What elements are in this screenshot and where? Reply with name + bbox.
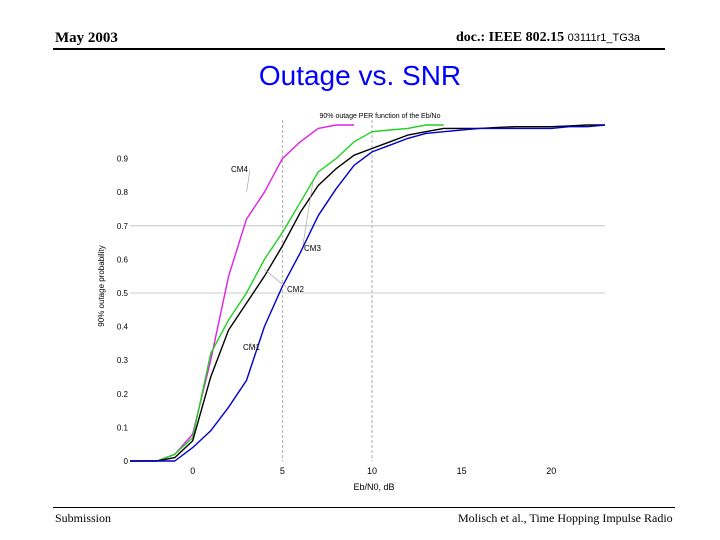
y-tick-label: 0.5 [117,289,129,298]
y-tick-label: 0.2 [117,390,129,399]
y-tick-label: 0.9 [117,155,129,164]
series-line-cm3 [130,124,444,462]
y-tick-label: 0 [124,457,129,466]
y-tick-label: 0.8 [117,188,129,197]
x-tick-label: 15 [457,466,467,476]
leader-cm2 [264,269,287,288]
footer-rule [53,507,675,508]
x-tick-label: 0 [190,466,195,476]
series-labels: CM4 CM3 CM2 CM1 [231,165,321,352]
header-doc-id: doc.: IEEE 802.15 03111r1_TG3a [456,30,640,46]
header-date: May 2003 [55,30,118,46]
y-tick-label: 0.6 [117,255,129,264]
y-tick-label: 0.7 [117,222,129,231]
slide-title: Outage vs. SNR [258,60,462,91]
x-tick-label: 5 [280,466,285,476]
series-lines [130,124,606,462]
x-tick-label: 10 [367,466,377,476]
series-label-cm2: CM2 [287,285,304,294]
series-label-cm3: CM3 [304,244,321,253]
x-tick-label: 20 [546,466,556,476]
grid-lines [130,120,605,461]
footer-authors: Molisch et al., Time Hopping Impulse Rad… [458,511,673,525]
y-tick-label: 0.1 [117,423,129,432]
leader-cm3 [302,182,314,246]
leader-cm1 [249,342,260,351]
series-line-cm2 [130,124,605,462]
series-label-cm1: CM1 [243,343,260,352]
y-tick-label: 0.4 [117,323,129,332]
x-axis-label: Eb/N0, dB [353,482,394,492]
leader-cm4 [246,169,251,193]
series-line-cm1 [130,124,606,462]
header-rule [53,48,665,50]
header-doc-number: 03111r1_TG3a [567,32,640,44]
y-axis-label: 90% outage probability [97,245,106,326]
y-tick-label: 0.3 [117,356,129,365]
series-label-cm4: CM4 [231,165,248,174]
series-label-leaders [246,169,314,351]
header-doc-prefix: doc.: IEEE 802.15 [456,30,568,45]
footer-submission: Submission [55,511,112,525]
x-tick-labels: 0 5 10 15 20 [190,466,556,476]
chart-title: 90% outage PER function of the Eb/No [319,113,440,120]
y-tick-labels: 0 0.1 0.2 0.3 0.4 0.5 0.6 0.7 0.8 0.9 [117,155,129,466]
